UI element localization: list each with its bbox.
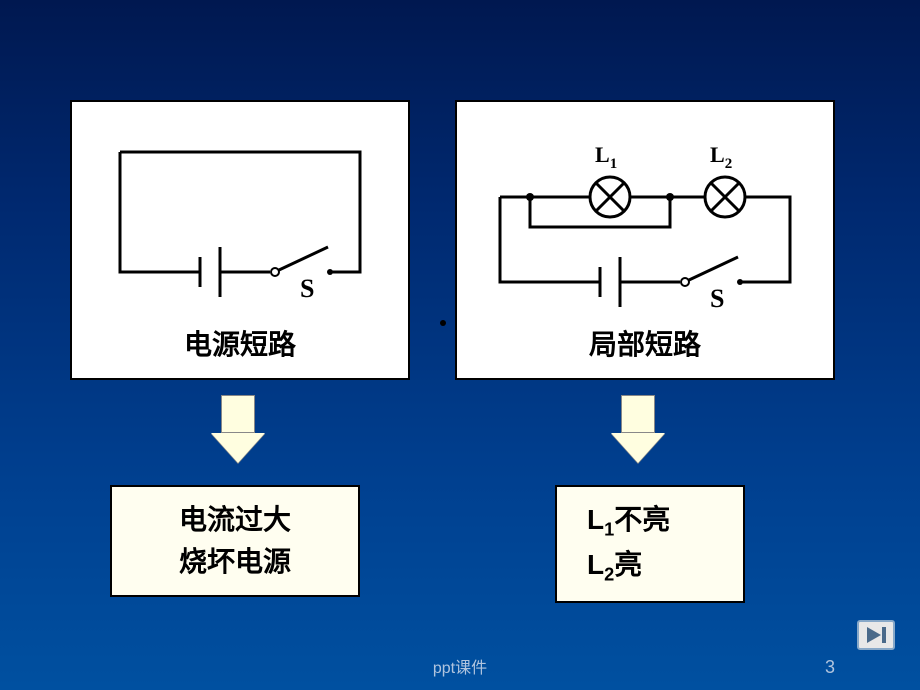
- left-arrow: [210, 395, 265, 470]
- left-result-box: 电流过大 烧坏电源: [110, 485, 360, 597]
- left-result-line2: 烧坏电源: [132, 541, 338, 583]
- left-circuit-diagram: S: [90, 112, 390, 312]
- center-dot: [440, 320, 446, 326]
- right-result-line1: L1不亮: [587, 499, 723, 544]
- right-circuit-panel: L1 L2 S 局部短路: [455, 100, 835, 380]
- left-circuit-panel: S 电源短路: [70, 100, 410, 380]
- svg-text:L2: L2: [710, 142, 732, 172]
- left-caption: 电源短路: [72, 323, 408, 363]
- right-circuit-diagram: L1 L2 S: [470, 112, 820, 312]
- left-result-line1: 电流过大: [132, 499, 338, 541]
- page-number: 3: [825, 657, 835, 678]
- next-slide-icon[interactable]: [857, 620, 895, 650]
- svg-text:S: S: [710, 284, 724, 312]
- svg-text:L1: L1: [595, 142, 617, 172]
- svg-text:S: S: [300, 274, 314, 303]
- right-arrow: [610, 395, 665, 470]
- right-caption: 局部短路: [457, 323, 833, 363]
- right-result-line2: L2亮: [587, 544, 723, 589]
- right-result-box: L1不亮 L2亮: [555, 485, 745, 603]
- footer-label: ppt课件: [0, 654, 920, 678]
